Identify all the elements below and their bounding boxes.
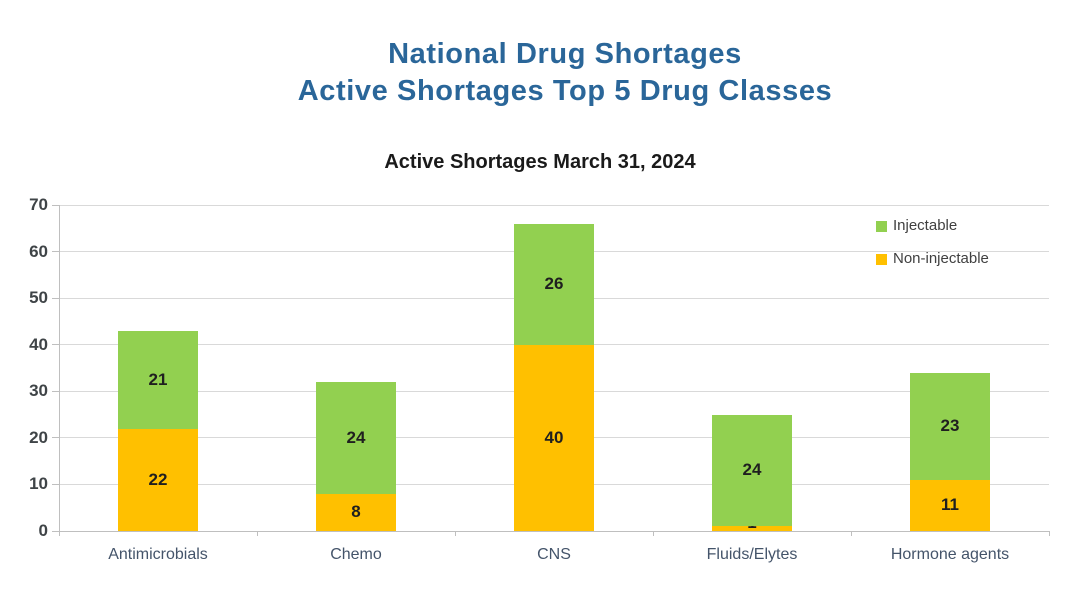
x-axis-tick <box>257 531 258 536</box>
y-axis-tick <box>52 204 59 206</box>
bar-segment-injectable <box>514 223 594 345</box>
x-axis-label: Chemo <box>330 546 382 563</box>
x-axis-tick <box>851 531 852 536</box>
x-axis-label: Hormone agents <box>890 546 1010 563</box>
gridline <box>59 204 1049 206</box>
x-axis-label: Fluids/Elytes <box>706 546 798 563</box>
page-title: National Drug Shortages Active Shortages… <box>50 36 1080 110</box>
bar-value-label: 11 <box>941 495 959 515</box>
legend-label: Injectable <box>893 217 958 234</box>
bar-segment-injectable <box>712 414 792 527</box>
bar-value-label: 40 <box>544 427 564 447</box>
legend-swatch-icon <box>876 253 887 265</box>
y-axis-label: 50 <box>29 288 48 308</box>
x-axis-tick <box>455 531 456 536</box>
y-axis-line <box>59 205 60 531</box>
y-axis-label: 40 <box>29 334 48 354</box>
y-axis-tick <box>52 530 59 532</box>
page-title-line2: Active Shortages Top 5 Drug Classes <box>297 75 833 107</box>
bar-segment-non-injectable <box>316 493 396 531</box>
x-axis-label: Antimicrobials <box>108 546 208 563</box>
y-axis-tick <box>52 437 59 439</box>
bar-segment-injectable <box>118 330 198 429</box>
page-title-line1: National Drug Shortages <box>388 38 742 70</box>
bar-value-label: 26 <box>544 274 564 294</box>
bar-segment-injectable <box>910 372 990 480</box>
legend-item: Injectable <box>876 218 989 234</box>
bar-value-label: 23 <box>940 416 960 436</box>
bar-segment-non-injectable <box>910 479 990 531</box>
legend-item: Non-injectable <box>876 251 989 267</box>
y-axis-tick <box>52 251 59 253</box>
bar-value-label: 8 <box>351 502 361 522</box>
y-axis-label: 10 <box>29 474 48 494</box>
x-axis-tick <box>653 531 654 536</box>
y-axis-label: 60 <box>29 241 48 261</box>
x-axis-line <box>59 531 1049 532</box>
bar-value-label: 21 <box>148 369 168 389</box>
y-axis-label: 20 <box>29 427 48 447</box>
y-axis-label: 0 <box>38 521 48 540</box>
x-axis-label: CNS <box>537 546 571 563</box>
bar-value-label: 24 <box>346 427 366 447</box>
y-axis-tick <box>52 390 59 392</box>
x-axis-tick <box>59 531 60 536</box>
y-axis-label: 30 <box>29 381 48 401</box>
legend: Injectable Non-injectable <box>876 218 989 267</box>
y-axis-tick <box>52 483 59 485</box>
bar-segment-non-injectable <box>514 344 594 531</box>
bar-segment-injectable <box>316 381 396 494</box>
bar-value-label: 22 <box>148 469 168 489</box>
y-axis-label: 70 <box>29 195 48 214</box>
bar-segment-non-injectable <box>712 526 792 531</box>
bar-segment-non-injectable <box>118 428 198 531</box>
x-axis-tick <box>1049 531 1050 536</box>
chart-title: Active Shortages March 31, 2024 <box>384 151 696 173</box>
legend-swatch-icon <box>876 220 887 232</box>
legend-label: Non-injectable <box>893 250 989 267</box>
bar-value-label: 24 <box>742 460 762 480</box>
y-axis-tick <box>52 297 59 299</box>
y-axis-tick <box>52 344 59 346</box>
